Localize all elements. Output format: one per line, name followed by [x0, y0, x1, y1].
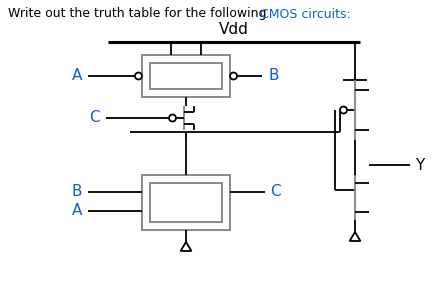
Bar — [142, 175, 230, 230]
Text: C: C — [270, 184, 281, 199]
Text: Write out the truth table for the following: Write out the truth table for the follow… — [8, 8, 270, 21]
Bar — [142, 55, 230, 97]
Text: B: B — [72, 184, 82, 199]
Text: CMOS circuits:: CMOS circuits: — [260, 8, 351, 21]
Circle shape — [135, 72, 142, 79]
Text: B: B — [268, 69, 279, 84]
Circle shape — [169, 115, 176, 122]
Circle shape — [340, 106, 347, 113]
Text: Y: Y — [415, 158, 424, 173]
Text: C: C — [89, 110, 100, 125]
Text: A: A — [72, 203, 82, 218]
Bar — [150, 63, 222, 89]
Text: Vdd: Vdd — [219, 22, 249, 37]
Circle shape — [230, 72, 237, 79]
Text: A: A — [72, 69, 82, 84]
Bar — [150, 183, 222, 222]
